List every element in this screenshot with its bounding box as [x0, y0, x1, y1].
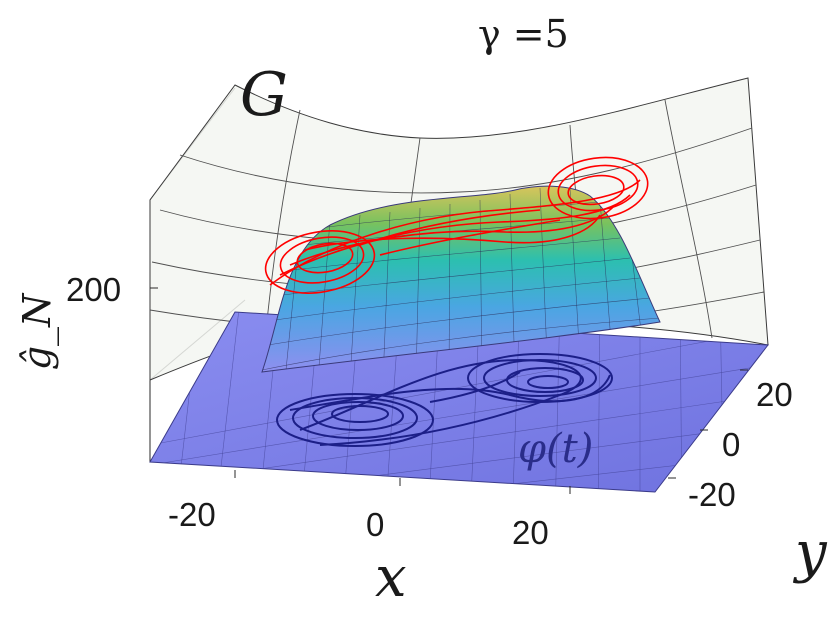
y-axis-label: y [795, 520, 827, 585]
chart-title: γ =5 [478, 12, 569, 56]
y-tick-label: 20 [756, 376, 793, 413]
x-tick-label: 0 [366, 506, 385, 543]
tick-marks [150, 287, 748, 494]
y-tick-label: 0 [722, 426, 741, 463]
curve-label: φ(t) [518, 426, 594, 472]
x-tick-label: 20 [512, 514, 549, 551]
y-tick-label: -20 [688, 476, 736, 513]
z-axis-label: ĝ_N [15, 293, 59, 371]
surface-label: G [240, 60, 288, 130]
x-axis-label: x [375, 545, 407, 610]
surface-hump [261, 185, 661, 373]
x-tick-label: -20 [168, 496, 216, 533]
z-tick-label: 200 [66, 271, 122, 308]
lifted-attractor [264, 156, 649, 294]
floor-attractor [276, 353, 613, 447]
